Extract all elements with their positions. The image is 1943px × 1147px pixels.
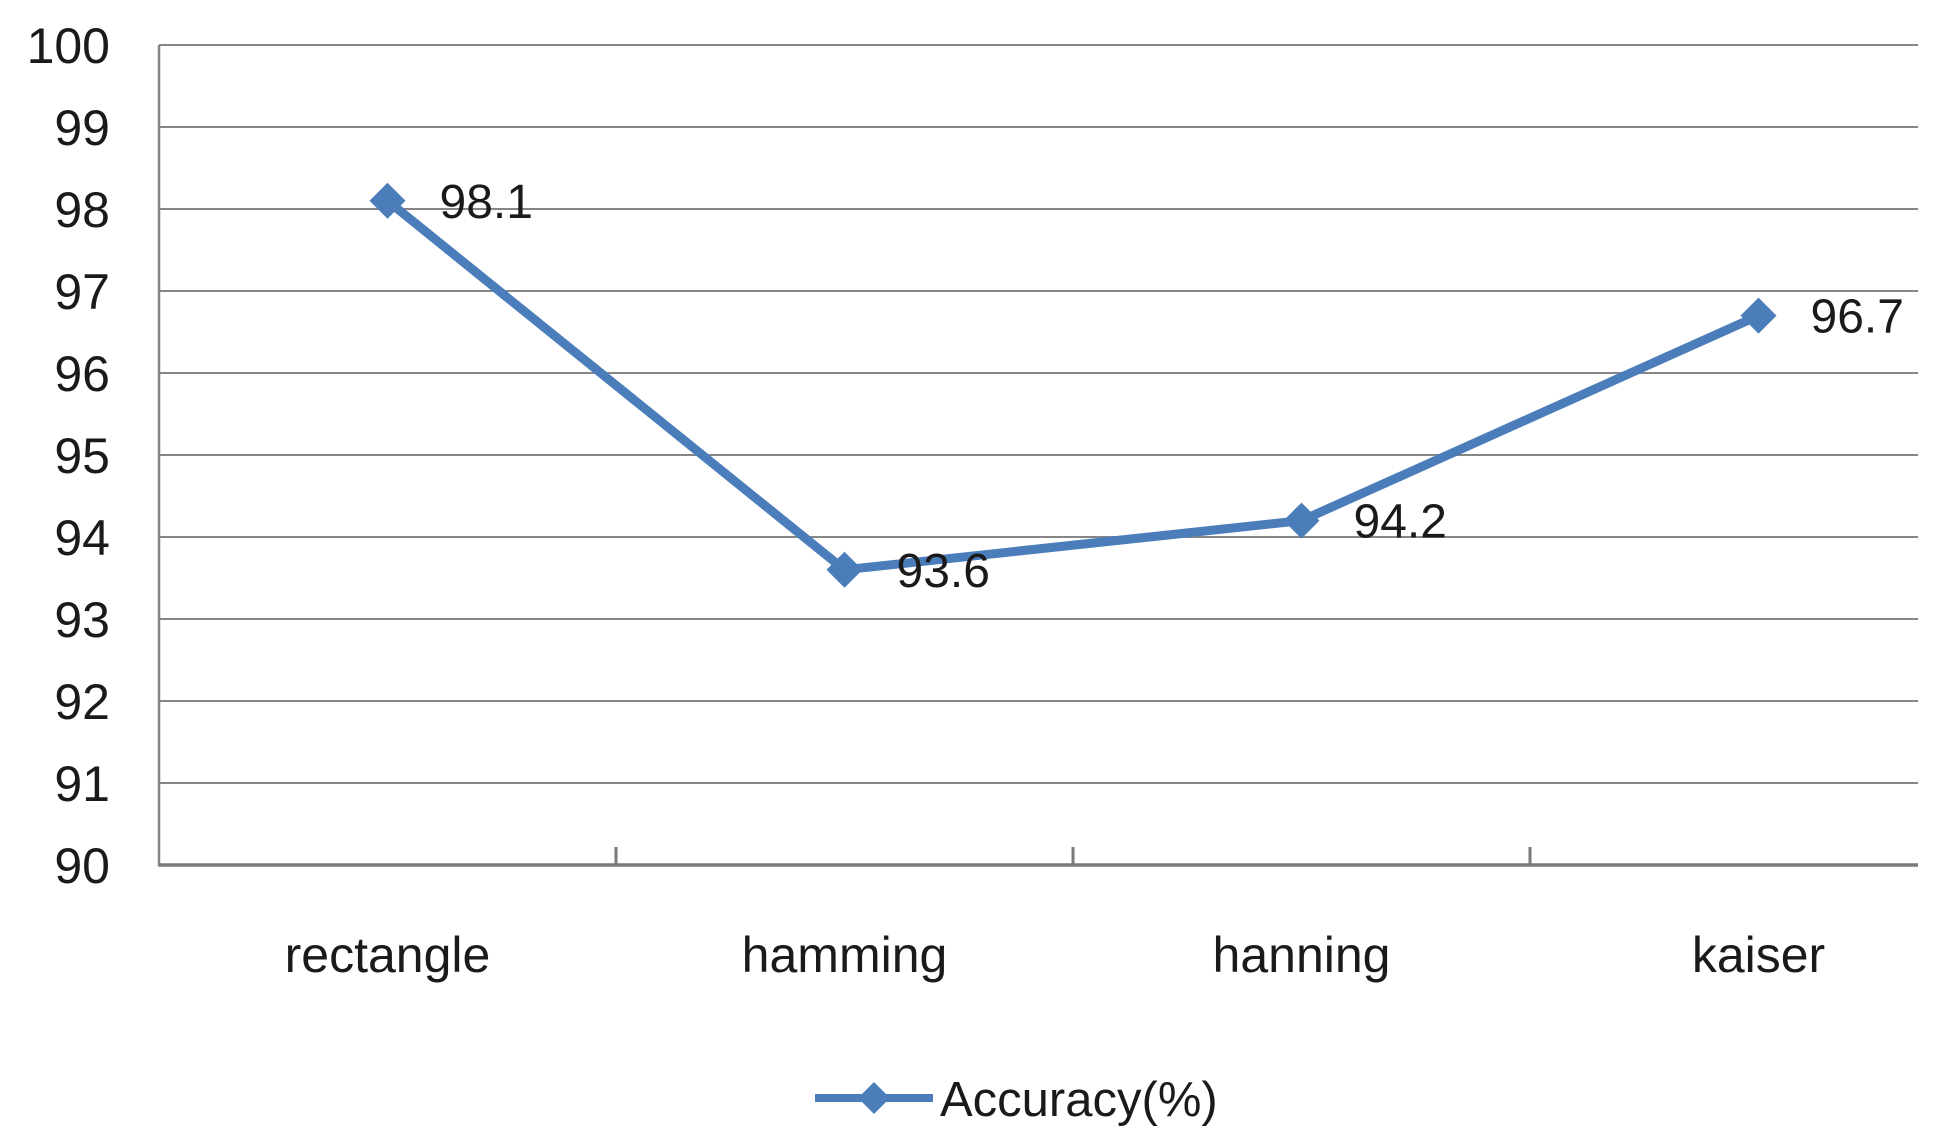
y-tick-label-90: 90	[54, 838, 110, 894]
y-tick-label-97: 97	[54, 264, 110, 320]
y-tick-label-98: 98	[54, 182, 110, 238]
data-point-rectangle	[369, 182, 406, 219]
x-category-label-kaiser: kaiser	[1692, 927, 1825, 983]
series-line-accuracy	[383, 196, 1763, 575]
y-tick-label-100: 100	[27, 18, 110, 74]
legend: Accuracy(%)	[815, 1073, 1218, 1127]
data-label-hamming: 93.6	[897, 545, 990, 598]
y-tick-label-96: 96	[54, 346, 110, 402]
data-label-rectangle: 98.1	[440, 176, 533, 229]
legend-label: Accuracy(%)	[940, 1073, 1218, 1127]
data-point-hamming	[826, 551, 863, 588]
legend-marker-icon	[858, 1082, 890, 1114]
x-category-label-hamming: hamming	[742, 927, 948, 983]
data-point-kaiser	[1740, 297, 1777, 334]
y-tick-label-93: 93	[54, 592, 110, 648]
y-tick-label-99: 99	[54, 100, 110, 156]
x-category-label-hanning: hanning	[1213, 927, 1391, 983]
y-tick-label-92: 92	[54, 674, 110, 730]
data-label-hanning: 94.2	[1354, 496, 1447, 549]
y-tick-label-91: 91	[54, 756, 110, 812]
x-category-label-rectangle: rectangle	[285, 927, 491, 983]
data-label-kaiser: 96.7	[1811, 291, 1904, 344]
y-tick-label-94: 94	[54, 510, 110, 566]
data-point-hanning	[1283, 502, 1320, 539]
y-tick-label-95: 95	[54, 428, 110, 484]
